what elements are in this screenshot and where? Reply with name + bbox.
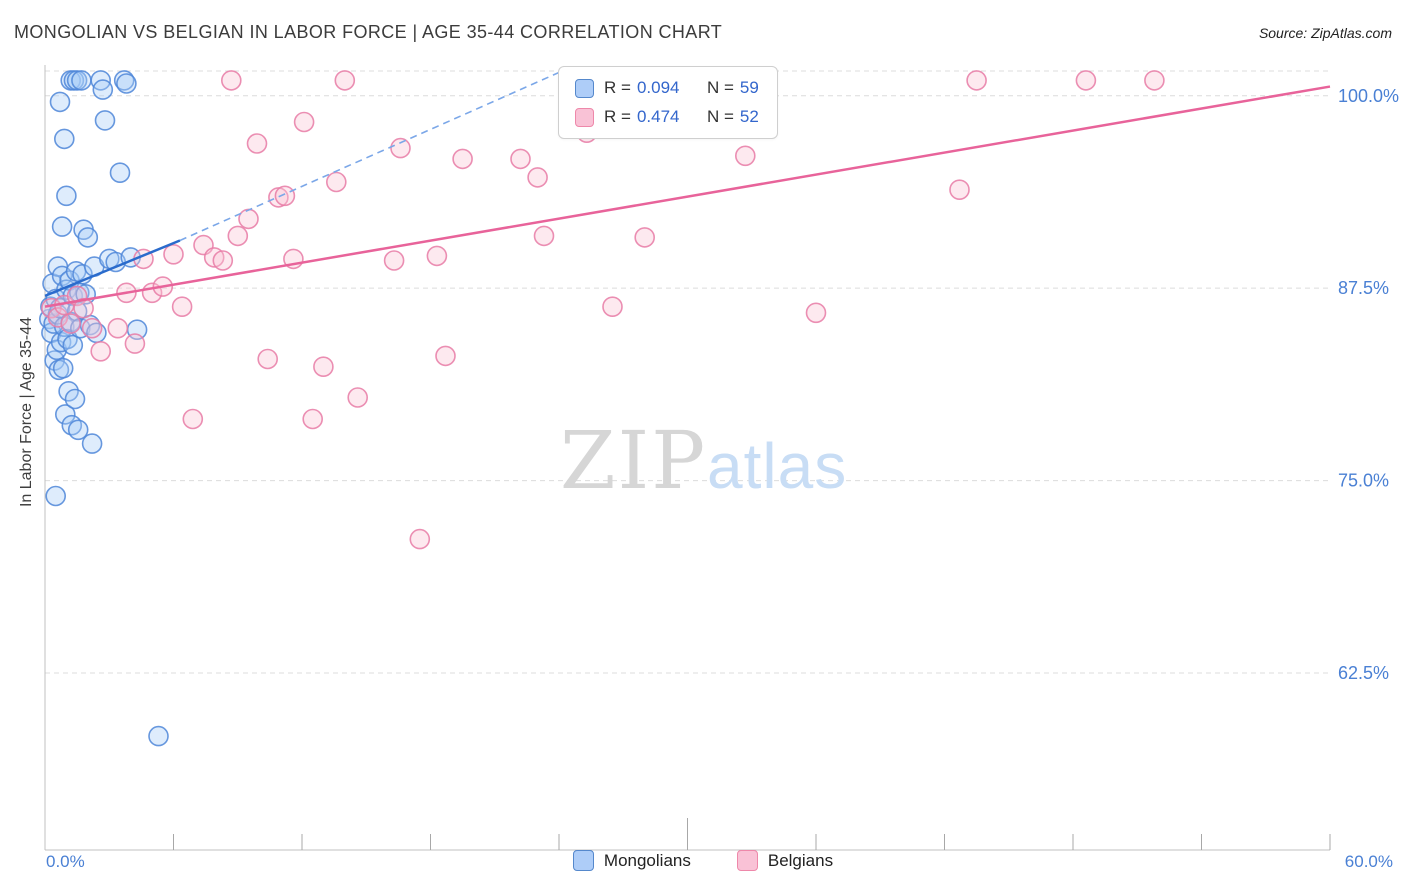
scatter-point-belgians[interactable] — [383, 250, 405, 271]
trend-line-belgians — [44, 85, 1331, 308]
scatter-point-mongolians[interactable] — [62, 334, 84, 356]
legend-row-belgians: R = 0.474 N = 52 — [575, 107, 759, 127]
scatter-point-belgians[interactable] — [60, 313, 81, 334]
r-value-mongolians: 0.094 — [636, 78, 680, 97]
scatter-point-belgians[interactable] — [246, 133, 268, 154]
page-title: MONGOLIAN VS BELGIAN IN LABOR FORCE | AG… — [14, 22, 723, 42]
mongolians-label: Mongolians — [603, 850, 691, 870]
scatter-point-belgians[interactable] — [452, 148, 473, 170]
r-label: R = — [604, 78, 631, 97]
x-axis-min-label: 0.0% — [46, 852, 85, 871]
scatter-point-belgians[interactable] — [47, 307, 69, 328]
scatter-point-belgians[interactable] — [426, 245, 448, 267]
scatter-point-belgians[interactable] — [81, 317, 103, 339]
scatter-point-belgians[interactable] — [293, 111, 315, 133]
scatter-point-belgians[interactable] — [302, 408, 324, 430]
y-tick-label: 62.5% — [1338, 663, 1389, 683]
scatter-point-mongolians[interactable] — [81, 433, 103, 454]
scatter-point-belgians[interactable] — [334, 70, 356, 91]
scatter-point-belgians[interactable] — [238, 208, 259, 230]
scatter-point-mongolians[interactable] — [148, 725, 169, 747]
scatter-point-belgians[interactable] — [390, 137, 411, 159]
scatter-point-belgians[interactable] — [805, 302, 827, 324]
scatter-point-belgians[interactable] — [227, 225, 249, 247]
scatter-point-mongolians[interactable] — [51, 216, 73, 237]
scatter-point-belgians[interactable] — [527, 167, 548, 188]
n-value-belgians: 52 — [739, 107, 759, 126]
scatter-point-belgians[interactable] — [1075, 70, 1097, 91]
y-axis-title: In Labor Force | Age 35-44 — [18, 316, 35, 508]
scatter-point-mongolians[interactable] — [113, 70, 135, 91]
scatter-point-mongolians[interactable] — [109, 162, 131, 183]
n-label: N = — [706, 107, 734, 126]
scatter-point-belgians[interactable] — [212, 250, 234, 271]
series-legend-mongolians: Mongolians — [572, 850, 691, 871]
scatter-point-belgians[interactable] — [533, 225, 555, 247]
r-value-belgians: 0.474 — [636, 107, 680, 126]
scatter-point-belgians[interactable] — [1144, 70, 1165, 91]
scatter-point-belgians[interactable] — [73, 297, 94, 319]
legend-row-mongolians: R = 0.094 N = 59 — [575, 78, 759, 98]
scatter-point-belgians[interactable] — [171, 296, 193, 318]
correlation-legend: R = 0.094 N = 59 R = 0.474 N = 52 — [558, 66, 778, 139]
scatter-point-mongolians[interactable] — [67, 419, 89, 441]
series-legend: Mongolians Belgians — [0, 850, 1406, 871]
scatter-point-mongolians[interactable] — [56, 185, 77, 207]
y-tick-label: 87.5% — [1338, 278, 1389, 298]
scatter-point-mongolians[interactable] — [116, 73, 137, 94]
scatter-point-belgians[interactable] — [257, 348, 279, 370]
mongolians-swatch — [572, 850, 594, 871]
scatter-point-belgians[interactable] — [734, 145, 756, 167]
scatter-point-mongolians[interactable] — [52, 357, 74, 379]
scatter-point-belgians[interactable] — [163, 244, 184, 265]
scatter-point-mongolians[interactable] — [71, 70, 92, 91]
scatter-point-mongolians[interactable] — [94, 110, 116, 131]
scatter-point-belgians[interactable] — [325, 171, 347, 193]
trend-line-mongolians — [44, 239, 181, 298]
scatter-point-mongolians[interactable] — [45, 485, 67, 507]
scatter-point-mongolians[interactable] — [64, 388, 86, 410]
y-tick-label: 75.0% — [1338, 471, 1389, 491]
scatter-point-belgians[interactable] — [634, 227, 656, 248]
scatter-point-belgians[interactable] — [182, 408, 204, 430]
scatter-point-belgians[interactable] — [435, 345, 456, 367]
scatter-point-belgians[interactable] — [949, 179, 970, 200]
series-legend-belgians: Belgians — [736, 850, 834, 871]
scatter-point-belgians[interactable] — [107, 317, 129, 339]
scatter-point-belgians[interactable] — [347, 387, 369, 408]
scatter-point-mongolians[interactable] — [54, 128, 75, 150]
belgians-swatch — [736, 850, 758, 871]
trend-line-dashed-mongolians — [179, 68, 566, 242]
scatter-point-belgians[interactable] — [90, 340, 111, 362]
source-attribution[interactable]: Source: ZipAtlas.com — [1258, 25, 1392, 41]
r-label: R = — [604, 107, 631, 126]
scatter-point-belgians[interactable] — [274, 185, 296, 207]
belgians-legend-swatch — [575, 107, 594, 127]
scatter-point-belgians[interactable] — [124, 333, 146, 354]
x-axis-max-label: 60.0% — [1344, 852, 1393, 871]
scatter-point-mongolians[interactable] — [92, 79, 114, 100]
scatter-point-belgians[interactable] — [602, 296, 623, 318]
scatter-point-belgians[interactable] — [409, 528, 431, 550]
belgians-label: Belgians — [767, 850, 834, 870]
n-value-mongolians: 59 — [739, 78, 759, 97]
scatter-point-belgians[interactable] — [221, 70, 242, 91]
scatter-point-belgians[interactable] — [510, 148, 531, 170]
scatter-point-belgians[interactable] — [313, 356, 334, 378]
y-tick-label: 100.0% — [1338, 86, 1399, 106]
scatter-point-mongolians[interactable] — [49, 91, 71, 113]
scatter-point-mongolians[interactable] — [77, 227, 99, 248]
mongolians-legend-swatch — [575, 78, 594, 98]
scatter-point-belgians[interactable] — [966, 70, 987, 91]
scatter-point-mongolians[interactable] — [55, 404, 76, 425]
n-label: N = — [706, 78, 734, 97]
